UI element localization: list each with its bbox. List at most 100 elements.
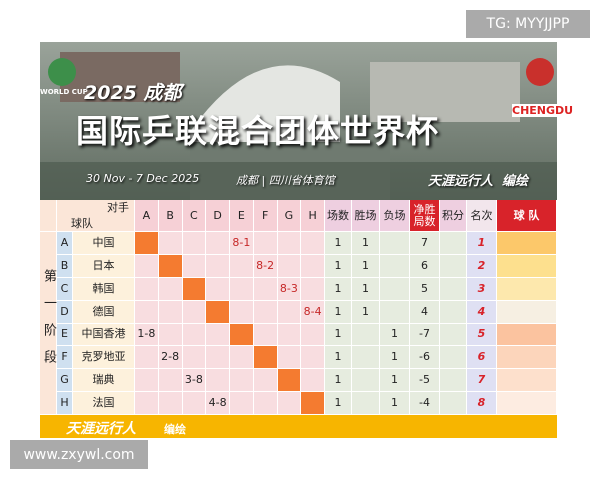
result-cell [182, 392, 207, 415]
net: 4 [410, 300, 440, 324]
result-cell [253, 232, 278, 255]
points [440, 300, 467, 324]
net: -5 [410, 369, 440, 393]
won: 1 [352, 232, 380, 255]
result-cell [301, 277, 325, 301]
opponent-header: A [135, 200, 159, 232]
rank: 6 [467, 346, 497, 370]
dates: 30 Nov - 7 Dec 2025 [86, 172, 200, 185]
points [440, 392, 467, 415]
lost: 1 [380, 323, 410, 347]
result-cell: 4-8 [206, 392, 230, 415]
rank: 3 [467, 277, 497, 301]
row-letter: F [57, 346, 73, 370]
diagonal-cell [253, 346, 278, 370]
diagonal-cell [135, 232, 159, 255]
column-header: 球 队 [497, 200, 557, 232]
result-cell [182, 346, 207, 370]
row-letter: B [57, 254, 73, 278]
opponent-header: E [230, 200, 254, 232]
played: 1 [325, 277, 352, 301]
rank: 7 [467, 369, 497, 393]
result-cell [206, 277, 230, 301]
team-slot [497, 369, 557, 393]
diagonal-cell [206, 300, 230, 324]
title: 国际乒联混合团体世界杯 [76, 112, 440, 150]
result-cell [158, 323, 183, 347]
result-cell [206, 346, 230, 370]
venue: 成都 | 四川省体育馆 [236, 174, 335, 187]
won [352, 323, 380, 347]
points [440, 277, 467, 301]
row-letter: E [57, 323, 73, 347]
result-cell [135, 300, 159, 324]
team-slot [497, 300, 557, 324]
result-cell [135, 369, 159, 393]
result-cell [135, 254, 159, 278]
stage-label [40, 200, 57, 232]
result-cell [182, 232, 207, 255]
opponent-header: G [277, 200, 302, 232]
result-cell [253, 392, 278, 415]
played: 1 [325, 323, 352, 347]
won [352, 346, 380, 370]
result-cell [253, 300, 278, 324]
result-cell [230, 346, 254, 370]
points [440, 232, 467, 255]
net: 7 [410, 232, 440, 255]
stage: 第一阶段 [40, 232, 57, 415]
played: 1 [325, 300, 352, 324]
corner-bottom: 球队 [71, 217, 93, 230]
won [352, 369, 380, 393]
net: -6 [410, 346, 440, 370]
result-cell [277, 392, 302, 415]
result-cell [230, 369, 254, 393]
opponent-header: C [182, 200, 207, 232]
result-cell [253, 323, 278, 347]
watermark-bottom: www.zxywl.com [10, 440, 148, 469]
diagonal-cell [230, 323, 254, 347]
lost: 1 [380, 369, 410, 393]
result-cell: 8-1 [230, 232, 254, 255]
team-slot [497, 232, 557, 255]
row-letter: D [57, 300, 73, 324]
footer-author: 天涯远行人 [66, 421, 136, 437]
result-cell [277, 323, 302, 347]
footer-credit: 编绘 [164, 423, 186, 436]
played: 1 [325, 392, 352, 415]
result-cell [206, 323, 230, 347]
lost [380, 254, 410, 278]
team-slot [497, 254, 557, 278]
net: 5 [410, 277, 440, 301]
result-cell [230, 300, 254, 324]
rank: 5 [467, 323, 497, 347]
result-cell: 1-8 [135, 323, 159, 347]
net: -7 [410, 323, 440, 347]
lost: 1 [380, 392, 410, 415]
watermark-top: TG: MYYJJPP [466, 10, 590, 38]
rank: 4 [467, 300, 497, 324]
result-cell: 8-4 [301, 300, 325, 324]
team-name: 德国 [73, 300, 135, 324]
corner-top: 对手 [107, 201, 129, 214]
result-cell [206, 232, 230, 255]
year-city: 2025 成都 [84, 82, 182, 104]
result-cell: 3-8 [182, 369, 207, 393]
net: 6 [410, 254, 440, 278]
opponent-header: H [301, 200, 325, 232]
result-cell [301, 323, 325, 347]
played: 1 [325, 369, 352, 393]
lost [380, 277, 410, 301]
team-name: 克罗地亚 [73, 346, 135, 370]
result-cell [301, 254, 325, 278]
lost [380, 232, 410, 255]
result-cell [230, 392, 254, 415]
row-letter: C [57, 277, 73, 301]
diagonal-cell [158, 254, 183, 278]
won: 1 [352, 254, 380, 278]
result-cell: 2-8 [158, 346, 183, 370]
rank: 2 [467, 254, 497, 278]
column-header: 胜场 [352, 200, 380, 232]
logo-right: CHENGDU [512, 104, 574, 117]
result-cell [158, 369, 183, 393]
